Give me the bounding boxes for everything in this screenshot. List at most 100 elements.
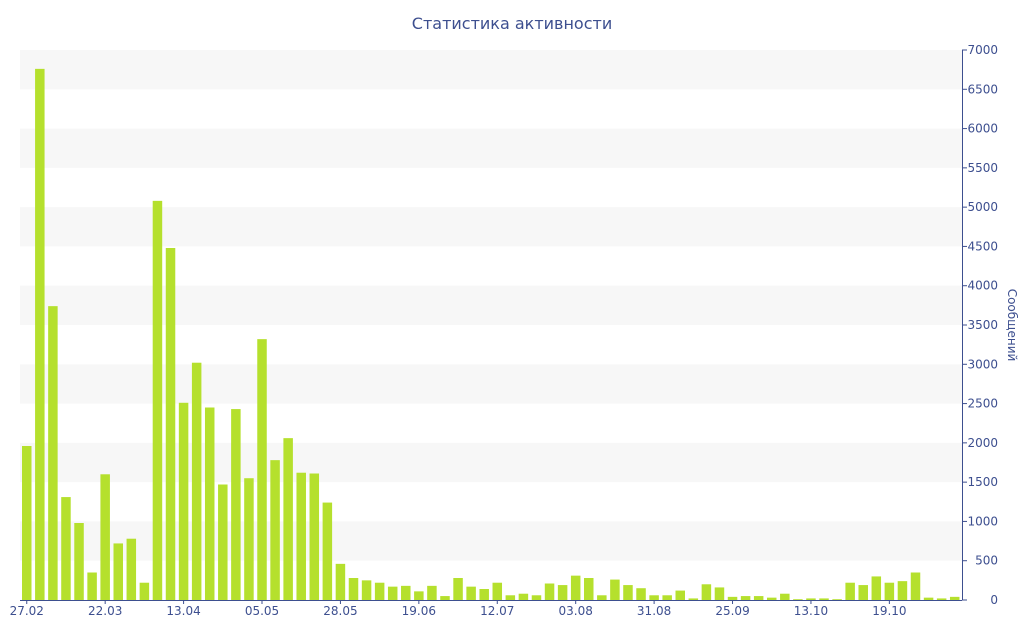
- bar[interactable]: [100, 474, 110, 600]
- bar[interactable]: [897, 581, 908, 600]
- bar[interactable]: [701, 584, 712, 600]
- bar[interactable]: [923, 597, 934, 600]
- bar[interactable]: [309, 473, 320, 601]
- y-axis-label: Сообщений: [1005, 289, 1019, 362]
- grid-band: [20, 521, 962, 561]
- bar[interactable]: [623, 585, 633, 600]
- x-tick-label: 12.07: [480, 604, 514, 618]
- bar[interactable]: [780, 593, 790, 600]
- x-tick-labels: 27.02 22.03 13.04 05.05 28.05 19.06 12.07 03.08…: [10, 600, 907, 618]
- bar[interactable]: [884, 582, 895, 600]
- grid-bands: [20, 50, 962, 561]
- bar[interactable]: [270, 460, 280, 600]
- bar[interactable]: [322, 502, 333, 600]
- bar[interactable]: [387, 586, 398, 600]
- bar[interactable]: [610, 579, 620, 600]
- bar[interactable]: [139, 582, 150, 600]
- bar[interactable]: [675, 590, 686, 600]
- bar[interactable]: [361, 580, 372, 600]
- bar[interactable]: [766, 597, 777, 600]
- bar[interactable]: [806, 598, 816, 600]
- bar[interactable]: [597, 595, 607, 600]
- bar[interactable]: [832, 599, 842, 600]
- bar[interactable]: [910, 572, 921, 601]
- bar[interactable]: [244, 478, 254, 600]
- grid-band: [20, 285, 962, 325]
- bar[interactable]: [126, 538, 137, 600]
- bar[interactable]: [688, 598, 699, 600]
- bar[interactable]: [505, 595, 516, 600]
- x-tick-label: 31.08: [637, 604, 671, 618]
- x-tick-label: 03.08: [559, 604, 593, 618]
- bar[interactable]: [231, 409, 241, 600]
- bar[interactable]: [87, 572, 97, 601]
- bar[interactable]: [427, 585, 437, 600]
- x-tick-label: 28.05: [323, 604, 357, 618]
- bar[interactable]: [544, 583, 555, 601]
- x-tick-label: 19.06: [402, 604, 436, 618]
- bar[interactable]: [819, 598, 829, 600]
- y-tick-label: 1000: [967, 514, 998, 528]
- bar[interactable]: [257, 339, 267, 600]
- bar[interactable]: [858, 585, 868, 600]
- bar[interactable]: [871, 576, 882, 600]
- bar[interactable]: [374, 582, 385, 600]
- grid-band: [20, 442, 962, 483]
- y-tick-label: 1500: [967, 475, 998, 489]
- bar[interactable]: [636, 588, 646, 600]
- bars: [22, 68, 960, 601]
- bar[interactable]: [165, 248, 176, 600]
- grid-band: [20, 128, 962, 168]
- x-tick-label: 13.04: [166, 604, 200, 618]
- bar[interactable]: [48, 306, 58, 600]
- bar[interactable]: [296, 472, 306, 600]
- bar[interactable]: [740, 596, 751, 600]
- y-tick-label: 3000: [967, 357, 998, 371]
- bar[interactable]: [727, 596, 738, 600]
- bar[interactable]: [949, 596, 960, 600]
- grid-band: [20, 50, 962, 90]
- bar[interactable]: [557, 585, 568, 600]
- bar[interactable]: [401, 585, 411, 600]
- x-tick-label: 19.10: [872, 604, 906, 618]
- y-tick-label: 5500: [967, 161, 998, 175]
- y-tick-labels: 0 500 1000 1500 2000 2500 3000 3500 4000 4500 5000…: [962, 43, 998, 607]
- bar[interactable]: [531, 595, 542, 600]
- bar[interactable]: [479, 589, 489, 600]
- bar[interactable]: [22, 446, 32, 600]
- bar[interactable]: [414, 591, 424, 600]
- bar[interactable]: [753, 596, 764, 600]
- bar[interactable]: [283, 438, 293, 600]
- bar[interactable]: [74, 523, 84, 600]
- bar[interactable]: [218, 484, 228, 601]
- bar[interactable]: [35, 68, 45, 601]
- bar[interactable]: [845, 582, 855, 600]
- bar[interactable]: [936, 598, 947, 600]
- bar[interactable]: [793, 599, 803, 600]
- bar[interactable]: [178, 402, 189, 600]
- bar[interactable]: [348, 578, 359, 600]
- grid-band: [20, 364, 962, 404]
- bar[interactable]: [113, 543, 123, 600]
- bar[interactable]: [152, 200, 163, 600]
- x-tick-label: 22.03: [88, 604, 122, 618]
- y-tick-label: 3500: [967, 318, 998, 332]
- bar[interactable]: [492, 582, 503, 600]
- bar[interactable]: [518, 593, 529, 600]
- bar[interactable]: [649, 595, 659, 600]
- chart-title: Статистика активности: [411, 14, 613, 33]
- bar[interactable]: [191, 362, 202, 600]
- bar[interactable]: [453, 578, 463, 600]
- bar[interactable]: [335, 563, 346, 600]
- bar[interactable]: [584, 578, 594, 600]
- bar[interactable]: [714, 587, 725, 600]
- y-tick-label: 7000: [967, 43, 998, 57]
- bar[interactable]: [466, 586, 476, 600]
- y-tick-label: 500: [975, 554, 998, 568]
- bar[interactable]: [61, 497, 71, 600]
- bar[interactable]: [570, 575, 581, 600]
- bar[interactable]: [440, 596, 450, 600]
- bar[interactable]: [204, 407, 215, 601]
- bar[interactable]: [662, 595, 672, 600]
